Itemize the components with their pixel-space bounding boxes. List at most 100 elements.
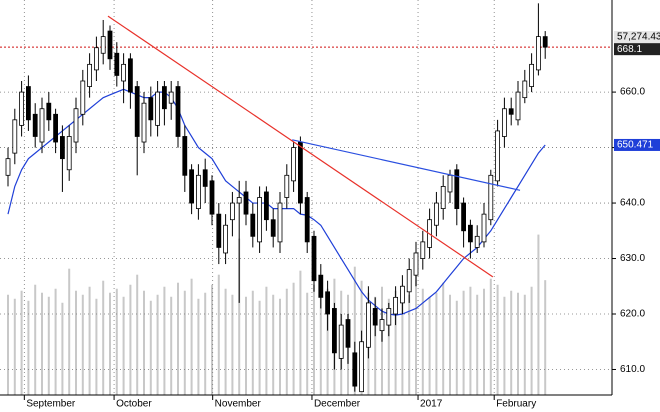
candle-body: [291, 147, 297, 182]
volume-bar: [170, 296, 173, 395]
volume-bar: [292, 282, 295, 395]
candle-body: [175, 86, 181, 137]
candle-body: [229, 202, 235, 221]
candle-body: [284, 174, 290, 198]
candle-body: [236, 197, 242, 204]
candle-body: [19, 91, 25, 126]
volume-bar: [313, 284, 315, 395]
candle-body: [325, 291, 331, 315]
volume-bar: [238, 238, 241, 395]
volume-bar: [143, 290, 145, 395]
candle-body: [87, 63, 92, 87]
candle-body: [311, 235, 317, 282]
volume-bar: [265, 286, 268, 395]
candle-body: [32, 113, 38, 137]
candle-body: [501, 108, 507, 137]
volume-bar: [469, 286, 472, 395]
volume-bar: [415, 274, 417, 395]
volume-bar: [102, 280, 105, 395]
candle-body: [161, 86, 167, 110]
volume-bar: [183, 290, 186, 395]
volume-bar: [279, 298, 281, 395]
candle-body: [5, 158, 11, 176]
volume-bar: [462, 290, 465, 395]
trendline: [107, 15, 494, 278]
candle-body: [12, 119, 18, 154]
volume-bar: [136, 274, 139, 395]
candle-body: [461, 202, 467, 232]
volume-bar: [401, 284, 404, 395]
volume-bar: [211, 284, 213, 395]
candle-body: [127, 58, 133, 93]
volume-bar: [122, 296, 125, 395]
volume-bar: [449, 294, 451, 395]
volume-bar: [95, 298, 98, 395]
candle-body: [60, 136, 65, 160]
volume-bar: [149, 300, 152, 395]
volume-bar: [258, 300, 261, 395]
candle-body: [304, 197, 310, 243]
volume-bar: [190, 278, 193, 395]
volume-bar: [537, 234, 540, 395]
volume-bar: [20, 290, 23, 395]
candle-body: [495, 130, 501, 182]
volume-bar: [517, 292, 519, 395]
candle-body: [243, 191, 249, 215]
volume-bar: [299, 270, 302, 395]
candle-body: [195, 174, 201, 209]
volume-bar: [523, 294, 526, 395]
candle-body: [474, 235, 480, 248]
volume-bar: [7, 294, 9, 395]
volume-bar: [326, 288, 329, 395]
volume-bar: [68, 268, 71, 395]
x-tick-label: February: [496, 399, 536, 410]
candle-body: [155, 91, 161, 126]
moving-average: [7, 88, 546, 316]
candle-body: [345, 319, 351, 348]
candle-body: [270, 219, 276, 237]
volume-bar: [476, 294, 479, 395]
volume-bar: [75, 290, 77, 395]
candle-body: [372, 308, 378, 326]
volume-label-box: [614, 31, 660, 43]
candle-body: [481, 213, 487, 243]
volume-bar: [503, 296, 506, 395]
candle-body: [189, 169, 195, 204]
y-tick-label: 620.0: [620, 309, 645, 320]
volume-bar: [61, 302, 64, 395]
volume-bar: [455, 300, 458, 395]
volume-bar: [13, 298, 16, 395]
candle-body: [202, 169, 208, 187]
candle-body: [529, 63, 534, 87]
candle-body: [148, 97, 154, 121]
volume-bar: [483, 288, 485, 395]
volume-bar: [306, 292, 309, 395]
candle-body: [297, 141, 303, 204]
volume-bar: [428, 296, 431, 395]
candle-body: [121, 63, 126, 82]
candle-body: [209, 180, 215, 215]
candle-body: [216, 213, 222, 248]
candle-body: [94, 47, 99, 71]
volume-bar: [421, 288, 424, 395]
x-tick-label: December: [314, 399, 361, 410]
volume-bar: [115, 288, 118, 395]
candle-body: [420, 241, 426, 259]
volume-bar: [231, 294, 234, 395]
candle-body: [352, 352, 358, 387]
volume-bar: [34, 284, 37, 395]
volume-bar: [47, 296, 50, 395]
volume-bar: [177, 282, 179, 395]
volume-bar: [374, 296, 377, 395]
volume-bar: [251, 290, 254, 395]
candle-body: [508, 108, 514, 115]
candle-body: [223, 224, 229, 254]
candle-body: [447, 174, 453, 193]
volume-label: 57,274.43: [617, 32, 660, 43]
volume-bar: [109, 292, 111, 395]
volume-bar: [489, 278, 492, 395]
candle-body: [379, 319, 385, 332]
volume-bar: [245, 296, 247, 395]
volume-bar: [88, 286, 91, 395]
